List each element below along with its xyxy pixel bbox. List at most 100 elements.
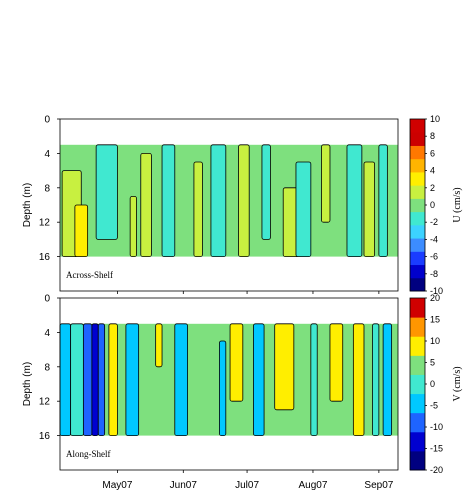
colorbar-segment [410,119,425,133]
x-tick-label: Sep07 [364,480,393,491]
velocity-band [155,323,163,367]
velocity-band [329,323,343,402]
velocity-band [70,323,84,436]
contour-line [210,144,227,258]
velocity-band [130,196,137,257]
x-tick-label: Aug07 [299,480,328,491]
velocity-band [96,144,118,240]
x-tick-label: Jul07 [235,480,259,491]
contour-line [161,144,176,258]
colorbar-tick-label: -8 [430,269,438,279]
colorbar-segment [410,450,425,471]
velocity-band [83,323,92,436]
contour-line [229,323,244,402]
y-tick-label: 8 [44,183,50,194]
contour-line [261,144,271,240]
colorbar-segment [410,277,425,292]
contour-line [253,323,265,436]
colorbar-segment [410,224,425,239]
colorbar-title: U (cm/s) [452,187,463,222]
contour-line [219,340,227,436]
y-tick-label: 16 [39,252,51,263]
velocity-band [230,323,243,402]
colorbar-segment [410,145,425,160]
velocity-band [383,323,392,436]
velocity-band [174,323,188,436]
colorbar-tick-label: 20 [430,293,440,303]
contour-line [125,323,140,436]
y-tick-label: 16 [39,431,51,442]
contour-line [382,323,393,436]
velocity-band [60,323,71,436]
contour-line [329,323,344,402]
colorbar-tick-label: 2 [430,183,435,193]
colorbar-title: V (cm/s) [452,366,463,401]
colorbar-segment [410,171,425,186]
y-tick-label: 4 [44,149,50,160]
y-tick-label: 8 [44,362,50,373]
contour-line [97,323,106,436]
x-tick-label: Jun07 [170,480,198,491]
y-axis-title: Depth (m) [22,183,33,227]
colorbar-segment [410,412,425,433]
colorbar-tick-label: -5 [430,401,438,411]
colorbar-segment [410,211,425,226]
y-axis-title: Depth (m) [22,362,33,406]
colorbar-tick-label: 0 [430,379,435,389]
contour-line [363,161,376,257]
velocity-band [295,162,311,257]
colorbar-tick-label: 0 [430,200,435,210]
colorbar: 20 15 10 5 0 -5 -10 -15 -20 V (cm/s) [409,293,463,475]
contour-line [155,323,163,368]
contour-line [129,195,137,257]
contour-line [372,323,380,436]
colorbar-tick-label: -4 [430,234,438,244]
panel-across-shelf: 0 4 8 12 16 Depth (m) Across-Shelf 10 8 6 4 2 0 -2 -4 -… [22,114,463,296]
contour-line [295,161,312,257]
colorbar-segment [410,317,425,337]
velocity-band [321,144,330,223]
colorbar-tick-label: -15 [430,444,443,454]
velocity-band [238,144,250,257]
colorbar-segment [410,298,425,318]
colorbar-tick-label: 10 [430,114,440,124]
contour-line [310,323,318,436]
colorbar-tick-label: 15 [430,315,440,325]
contour-line [352,323,365,436]
velocity-band [353,323,364,436]
colorbar-segment [410,374,425,395]
colorbar: 10 8 6 4 2 0 -2 -4 -6 -8 -10 U (cm/s) [409,114,463,296]
colorbar-segment [410,198,425,213]
velocity-band [98,323,105,436]
plot-frame [59,118,399,292]
velocity-band [125,323,139,436]
velocity-band [363,162,375,257]
contour-line [174,323,188,436]
colorbar-tick-label: -10 [430,422,443,432]
plot-frame [59,297,399,471]
colorbar-segment [410,132,425,146]
velocity-band [210,144,226,257]
x-tick-label: May07 [102,480,132,491]
panel-along-shelf: 0 4 8 12 16 Depth (m) Along-Shelf May07 Jun07 Jul… [22,293,463,491]
y-tick-label: 12 [39,218,51,229]
colorbar-tick-label: 4 [430,166,435,176]
colorbar-segment [410,264,425,279]
velocity-band [310,323,318,436]
velocity-band [253,323,265,436]
colorbar-tick-label: -20 [430,465,443,475]
velocity-band [74,205,88,257]
colorbar-segment [410,431,425,452]
colorbar-tick-label: -2 [430,217,438,227]
velocity-band [140,153,152,257]
contour-line [346,144,363,258]
y-tick-label: 0 [44,294,50,305]
colorbar-segment [410,158,425,173]
velocity-band [91,323,99,436]
colorbar-segment [410,185,425,199]
colorbar-segment [410,251,425,266]
velocity-band [372,323,379,436]
contour-line [95,144,118,240]
contour-line [238,144,250,258]
